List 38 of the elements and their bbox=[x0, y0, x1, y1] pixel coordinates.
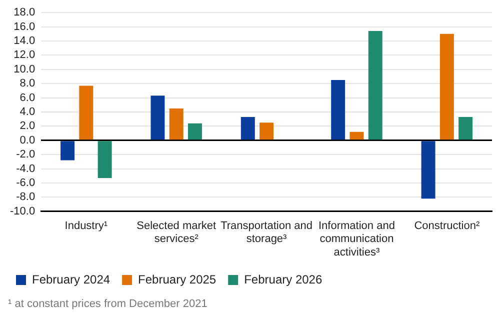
y-tick-label: 0.0 bbox=[20, 134, 36, 146]
y-tick-label: -6.0 bbox=[16, 177, 36, 190]
legend-label: February 2025 bbox=[138, 272, 216, 286]
x-tick-label: Industry¹ bbox=[64, 220, 108, 232]
y-tick-label: -2.0 bbox=[16, 148, 36, 161]
bar bbox=[150, 96, 165, 140]
y-tick-label: 6.0 bbox=[20, 92, 36, 104]
y-tick-label: 14.0 bbox=[14, 35, 36, 48]
bar bbox=[331, 80, 346, 140]
x-tick-label: Construction² bbox=[414, 220, 480, 232]
y-tick-label: 10.0 bbox=[14, 63, 36, 76]
y-tick-label: 4.0 bbox=[20, 106, 36, 118]
y-tick-label: 8.0 bbox=[20, 78, 36, 90]
legend-label: February 2024 bbox=[32, 272, 110, 286]
y-tick-label: 2.0 bbox=[20, 120, 36, 132]
bar bbox=[98, 141, 112, 178]
bar bbox=[421, 141, 436, 199]
x-tick-label: Information and communication activities³ bbox=[318, 220, 395, 258]
x-tick-label: Selected market services² bbox=[136, 220, 216, 246]
bar bbox=[169, 108, 184, 140]
y-tick-label: 18.0 bbox=[14, 6, 36, 19]
legend-label: February 2026 bbox=[244, 272, 322, 286]
y-tick-label: -10.0 bbox=[10, 205, 36, 218]
bar bbox=[368, 31, 382, 140]
y-tick-label: -4.0 bbox=[16, 162, 36, 175]
text: ¹ at constant prices from December 2021 bbox=[8, 298, 208, 310]
bar bbox=[79, 86, 94, 140]
bar bbox=[350, 132, 364, 140]
bar bbox=[240, 116, 255, 140]
bar bbox=[188, 123, 202, 140]
bar bbox=[60, 141, 75, 160]
bar bbox=[458, 116, 473, 140]
y-tick-label: 16.0 bbox=[14, 20, 36, 33]
bar bbox=[260, 122, 274, 140]
x-tick-label: Transportation and storage³ bbox=[220, 220, 313, 246]
y-tick-label: 12.0 bbox=[14, 49, 36, 62]
y-tick-label: -8.0 bbox=[16, 191, 36, 204]
bar bbox=[440, 34, 454, 140]
